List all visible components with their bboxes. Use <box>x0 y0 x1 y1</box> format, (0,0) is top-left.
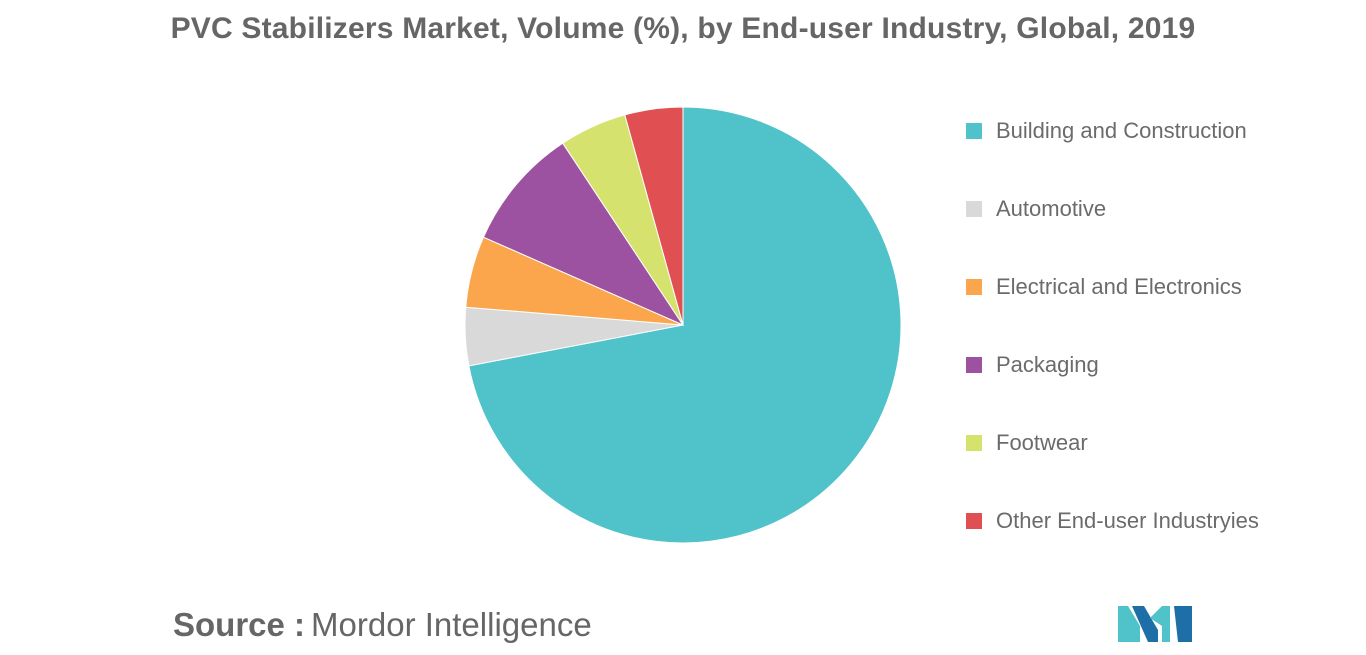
legend-item: Building and Construction <box>966 116 1247 146</box>
legend-label: Building and Construction <box>996 118 1247 143</box>
source-note: Source : Mordor Intelligence <box>173 606 592 644</box>
legend-item: Automotive <box>966 194 1106 224</box>
legend-swatch <box>966 201 982 217</box>
pie-slice-building-and-construction <box>468 106 902 544</box>
legend-item: Electrical and Electronics <box>966 272 1242 302</box>
legend-item: Packaging <box>966 350 1099 380</box>
source-value: Mordor Intelligence <box>311 606 592 643</box>
legend-swatch <box>966 513 982 529</box>
pie-slice-packaging <box>482 142 685 327</box>
chart-title: PVC Stabilizers Market, Volume (%), by E… <box>170 12 1196 45</box>
legend-item: Footwear <box>966 428 1088 458</box>
pie-slice-other-end-user-industryies <box>624 106 684 326</box>
legend-label: Packaging <box>996 352 1099 377</box>
legend-label: Other End-user Industryies <box>996 508 1259 533</box>
legend-swatch <box>966 435 982 451</box>
legend-swatch <box>966 357 982 373</box>
legend-item: Other End-user Industryies <box>966 506 1259 536</box>
legend-label: Electrical and Electronics <box>996 274 1242 299</box>
legend-label: Footwear <box>996 430 1088 455</box>
legend-swatch <box>966 279 982 295</box>
legend-swatch <box>966 123 982 139</box>
mordor-logo-icon <box>1118 606 1192 642</box>
legend-label: Automotive <box>996 196 1107 221</box>
source-label: Source : <box>173 606 306 643</box>
